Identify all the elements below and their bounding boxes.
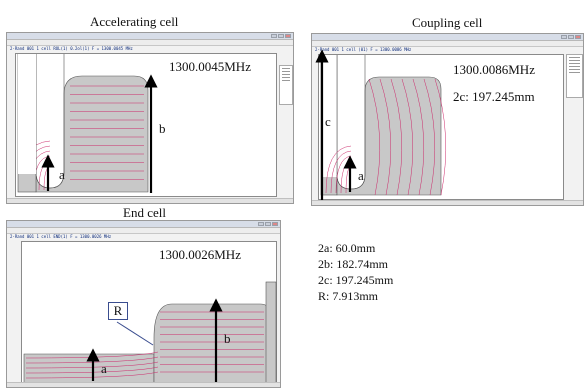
field-lines — [25, 311, 264, 379]
legend-panel — [566, 54, 583, 98]
caption-accelerating: Accelerating cell — [90, 14, 179, 29]
field-map-svg — [17, 54, 149, 193]
minimize-icon[interactable] — [258, 222, 264, 226]
parameter-item: 2a: 60.0mm — [318, 241, 376, 255]
titlebar[interactable] — [7, 221, 280, 228]
close-icon[interactable] — [272, 222, 278, 226]
legend-panel — [279, 65, 293, 105]
arrows-accelerating — [41, 74, 158, 193]
window-end[interactable]: 2-Rand 001 1 cell END(1) F = 1300.0026 M… — [6, 220, 281, 388]
param-2c: 2c: 197.245mm — [453, 89, 535, 104]
status-bar — [312, 200, 583, 205]
parameter-list: 2a: 60.0mm 2b: 182.74mm 2c: 197.245mm R: 7.… — [318, 240, 393, 304]
label-a: a — [59, 167, 65, 182]
window-coupling[interactable]: 2-Rand 001 1 cell (01) F = 1300.0086 MHz… — [311, 33, 584, 206]
parameter-item: 2b: 182.74mm — [318, 257, 389, 271]
parameter-item: R: 7.913mm — [318, 289, 379, 303]
label-a: a — [101, 361, 107, 376]
frequency-label: 1300.0026MHz — [159, 247, 241, 262]
field-line — [330, 150, 352, 194]
label-c: c — [325, 114, 331, 129]
minimize-icon[interactable] — [271, 34, 277, 38]
label-a: a — [358, 168, 364, 183]
field-map-svg — [320, 55, 447, 196]
field-line — [390, 78, 403, 196]
beam-pipe-region — [23, 353, 155, 384]
field-line — [25, 366, 159, 374]
maximize-icon[interactable] — [265, 222, 271, 226]
field-line — [25, 356, 159, 364]
close-icon[interactable] — [285, 34, 291, 38]
field-line — [434, 78, 447, 196]
iris-wall — [265, 281, 277, 384]
status-bar — [7, 198, 293, 203]
field-plot-accelerating — [15, 53, 277, 197]
maximize-icon[interactable] — [278, 34, 284, 38]
label-r-box: R — [108, 302, 128, 320]
iris — [35, 54, 65, 189]
maximize-icon[interactable] — [568, 35, 574, 39]
plot-title: 2-Rand 001 1 cell ROL(1) 0.2ol(1) F = 13… — [10, 46, 133, 51]
plot-title: 2-Rand 001 1 cell (01) F = 1300.0086 MHz — [315, 47, 412, 52]
frequency-label: 1300.0045MHz — [169, 59, 251, 74]
caption-end: End cell — [123, 205, 166, 220]
field-line — [25, 361, 159, 369]
menu-bar[interactable] — [7, 40, 293, 46]
field-line — [325, 145, 352, 194]
frequency-label: 1300.0086MHz — [453, 62, 535, 77]
minimize-icon[interactable] — [561, 35, 567, 39]
close-icon[interactable] — [575, 35, 581, 39]
field-line — [379, 78, 392, 196]
field-plot-coupling — [318, 54, 564, 200]
field-line — [412, 78, 425, 196]
menu-bar[interactable] — [312, 41, 583, 47]
caption-coupling: Coupling cell — [412, 15, 483, 30]
parameter-item: 2c: 197.245mm — [318, 273, 394, 287]
r-pointer-line — [116, 321, 154, 346]
window-accelerating[interactable]: 2-Rand 001 1 cell ROL(1) 0.2ol(1) F = 13… — [6, 32, 294, 204]
arrows-coupling — [315, 49, 357, 204]
menu-bar[interactable] — [7, 228, 280, 234]
status-bar — [7, 382, 280, 387]
field-map-svg — [23, 281, 277, 384]
arrows-end — [86, 298, 223, 383]
plot-title: 2-Rand 001 1 cell END(1) F = 1300.0026 M… — [10, 234, 112, 239]
titlebar[interactable] — [312, 34, 583, 41]
field-line — [25, 371, 159, 379]
field-line — [401, 78, 414, 196]
field-line — [25, 351, 159, 359]
titlebar[interactable] — [7, 33, 293, 40]
label-b: b — [159, 121, 166, 136]
field-plot-end — [21, 241, 277, 384]
field-line — [368, 78, 381, 196]
label-b: b — [224, 331, 231, 346]
field-line — [423, 78, 436, 196]
